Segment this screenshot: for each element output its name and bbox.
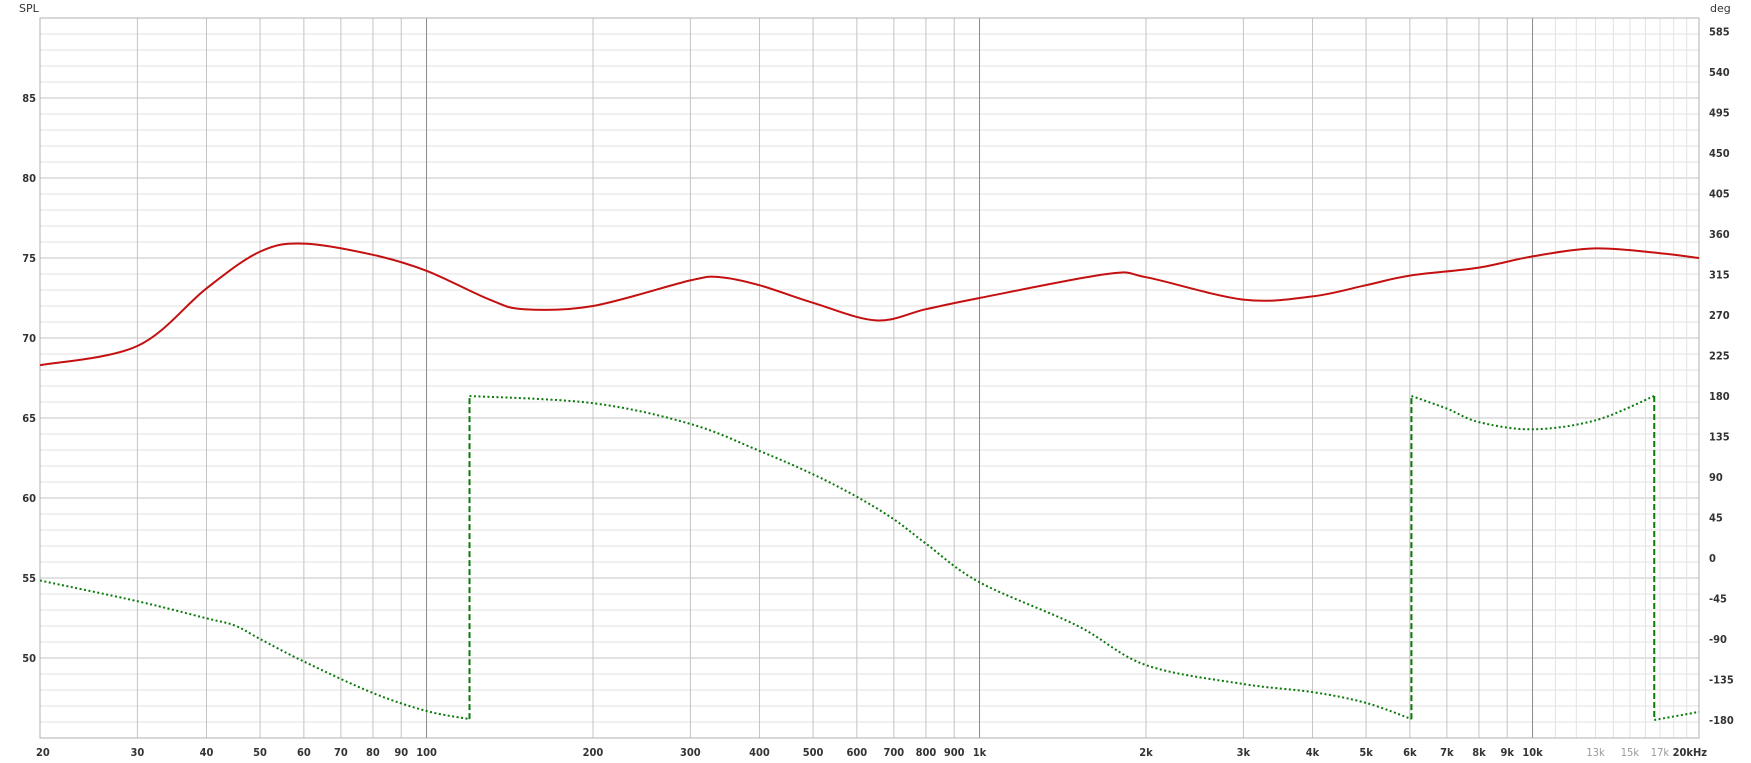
x-tick-label: 20kHz bbox=[1673, 746, 1708, 759]
x-tick-label: 3k bbox=[1237, 746, 1251, 759]
y-tick-label-right: 45 bbox=[1709, 512, 1723, 525]
x-tick-label: 9k bbox=[1500, 746, 1514, 759]
x-tick-label: 100 bbox=[416, 746, 437, 759]
tick-labels: 20 30 40 50 60 70 80 90 100 200 300 400 500 600 700 800… bbox=[22, 26, 1734, 760]
y-tick-label-left: 65 bbox=[22, 412, 36, 425]
y-tick-label-right: -45 bbox=[1709, 593, 1727, 606]
y-tick-label-left: 50 bbox=[22, 652, 36, 665]
y-tick-label-left: 60 bbox=[22, 492, 36, 505]
x-tick-label: 2k bbox=[1139, 746, 1153, 759]
y-tick-label-right: 540 bbox=[1709, 66, 1730, 79]
y-tick-label-right: -180 bbox=[1709, 714, 1734, 727]
y-tick-label-right: 450 bbox=[1709, 147, 1730, 160]
x-tick-label: 200 bbox=[583, 746, 604, 759]
x-tick-label: 500 bbox=[803, 746, 824, 759]
x-tick-label: 13k bbox=[1586, 746, 1605, 759]
grid bbox=[39, 18, 1700, 738]
x-tick-label: 800 bbox=[916, 746, 937, 759]
y-tick-label-right: -135 bbox=[1709, 674, 1734, 687]
x-tick-label: 1k bbox=[973, 746, 987, 759]
x-tick-label: 900 bbox=[944, 746, 965, 759]
phase-curve bbox=[39, 579, 470, 721]
series-layer bbox=[39, 242, 1700, 721]
y-tick-label-right: 315 bbox=[1709, 269, 1730, 282]
x-tick-label: 8k bbox=[1472, 746, 1486, 759]
x-tick-label: 10k bbox=[1522, 746, 1543, 759]
y-axis-left-title: SPL bbox=[19, 2, 40, 15]
y-tick-label-right: 135 bbox=[1709, 431, 1730, 444]
y-tick-label-right: 180 bbox=[1709, 390, 1730, 403]
x-tick-label: 15k bbox=[1621, 746, 1640, 759]
y-tick-label-right: 360 bbox=[1709, 228, 1730, 241]
y-tick-label-right: 225 bbox=[1709, 350, 1730, 363]
x-tick-label: 400 bbox=[749, 746, 770, 759]
x-tick-label: 90 bbox=[394, 746, 408, 759]
x-tick-label: 20 bbox=[36, 746, 50, 759]
y-tick-label-right: 495 bbox=[1709, 107, 1730, 120]
x-tick-label: 300 bbox=[680, 746, 701, 759]
y-tick-label-right: 585 bbox=[1709, 26, 1730, 39]
x-tick-label: 17k bbox=[1651, 746, 1670, 759]
plot-frame bbox=[39, 17, 1700, 739]
y-axis-right-title: deg bbox=[1710, 2, 1731, 15]
x-tick-label: 50 bbox=[253, 746, 267, 759]
spl-curve bbox=[39, 242, 1700, 367]
x-tick-label: 30 bbox=[130, 746, 144, 759]
x-tick-label: 80 bbox=[366, 746, 380, 759]
x-tick-label: 40 bbox=[200, 746, 214, 759]
y-tick-label-right: 405 bbox=[1709, 188, 1730, 201]
y-tick-label-right: 270 bbox=[1709, 309, 1730, 322]
y-tick-label-left: 85 bbox=[22, 92, 36, 105]
x-tick-label: 4k bbox=[1306, 746, 1320, 759]
y-tick-label-left: 75 bbox=[22, 252, 36, 265]
y-tick-label-right: 90 bbox=[1709, 471, 1723, 484]
x-tick-label: 70 bbox=[334, 746, 348, 759]
x-tick-label: 600 bbox=[847, 746, 868, 759]
y-tick-label-left: 80 bbox=[22, 172, 36, 185]
x-tick-label: 700 bbox=[884, 746, 905, 759]
x-tick-label: 7k bbox=[1440, 746, 1454, 759]
x-tick-label: 5k bbox=[1359, 746, 1373, 759]
x-tick-label: 60 bbox=[297, 746, 311, 759]
y-tick-label-left: 70 bbox=[22, 332, 36, 345]
y-tick-label-left: 55 bbox=[22, 572, 36, 585]
phase-curve bbox=[469, 395, 1412, 721]
x-tick-label: 6k bbox=[1403, 746, 1417, 759]
y-tick-label-right: 0 bbox=[1709, 552, 1716, 565]
phase-curve bbox=[1654, 710, 1700, 721]
y-tick-label-right: -90 bbox=[1709, 633, 1727, 646]
